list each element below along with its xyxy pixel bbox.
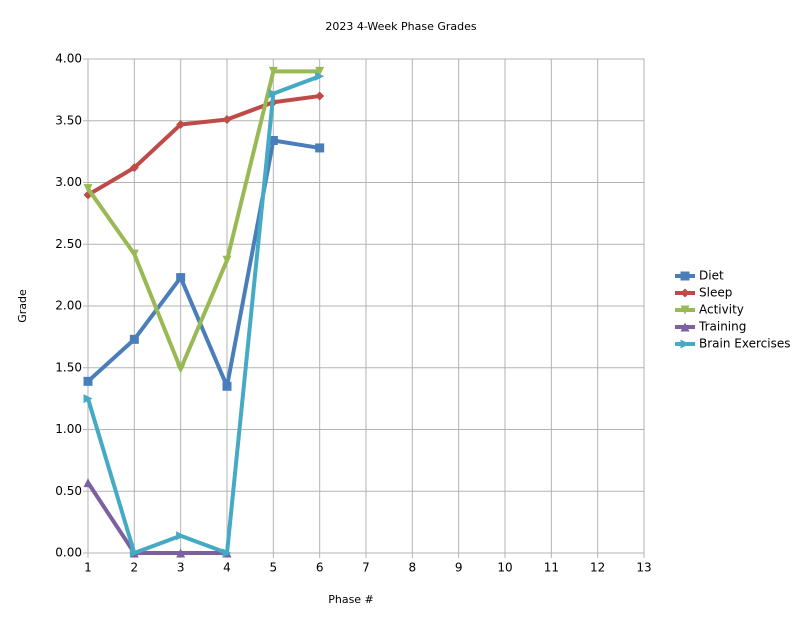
y-tick-label: 1.00 <box>55 422 82 436</box>
series-line <box>86 138 320 389</box>
y-tick-label: 3.00 <box>55 175 82 189</box>
legend-label: Sleep <box>699 286 732 300</box>
marker <box>680 271 690 281</box>
y-tick-label: 0.50 <box>55 484 82 498</box>
marker <box>680 322 690 332</box>
x-tick-label: 4 <box>223 561 231 575</box>
y-axis-label: Grade <box>16 289 29 323</box>
marker <box>176 364 186 374</box>
x-tick-label: 5 <box>270 561 278 575</box>
y-tick-label: 2.50 <box>55 237 82 251</box>
marker <box>222 381 232 391</box>
marker <box>129 548 139 558</box>
legend-label: Brain Exercises <box>699 337 790 351</box>
y-tick-label: 0.00 <box>55 546 82 560</box>
series-line <box>86 481 227 555</box>
chart-title: 2023 4-Week Phase Grades <box>325 20 477 33</box>
series-line <box>86 74 321 555</box>
marker <box>315 143 325 153</box>
x-tick-label: 1 <box>84 561 92 575</box>
marker <box>176 548 186 558</box>
x-tick-label: 2 <box>131 561 139 575</box>
x-tick-label: 8 <box>409 561 417 575</box>
series-line <box>86 69 320 371</box>
marker <box>680 339 690 349</box>
x-tick-label: 10 <box>497 561 512 575</box>
marker <box>83 376 93 386</box>
x-tick-label: 6 <box>316 561 324 575</box>
marker <box>129 249 139 259</box>
marker <box>176 273 186 283</box>
marker <box>129 163 139 173</box>
marker <box>222 548 232 558</box>
marker <box>83 478 93 488</box>
y-tick-label: 1.50 <box>55 360 82 374</box>
marker <box>83 394 93 404</box>
legend-label: Activity <box>699 303 744 317</box>
marker <box>268 89 278 99</box>
y-tick-label: 3.50 <box>55 113 82 127</box>
x-axis-label: Phase # <box>328 593 374 606</box>
marker <box>222 115 232 125</box>
marker <box>222 255 232 265</box>
marker <box>268 66 278 76</box>
y-tick-label: 2.00 <box>55 299 82 313</box>
x-tick-label: 3 <box>177 561 185 575</box>
legend-label: Diet <box>699 269 724 283</box>
x-tick-label: 12 <box>590 561 605 575</box>
x-tick-label: 9 <box>455 561 463 575</box>
marker <box>315 66 325 76</box>
x-tick-label: 7 <box>362 561 370 575</box>
marker <box>315 91 325 101</box>
marker <box>680 288 690 298</box>
series-line <box>86 94 320 197</box>
marker <box>268 136 278 146</box>
x-tick-label: 11 <box>544 561 559 575</box>
marker <box>315 71 325 81</box>
y-tick-label: 4.00 <box>55 52 82 66</box>
plot-border <box>87 58 645 554</box>
marker <box>176 119 186 129</box>
marker <box>83 184 93 194</box>
legend-label: Training <box>698 320 746 334</box>
marker <box>680 305 690 315</box>
x-tick-label: 13 <box>636 561 651 575</box>
marker <box>176 531 186 541</box>
marker <box>129 334 139 344</box>
